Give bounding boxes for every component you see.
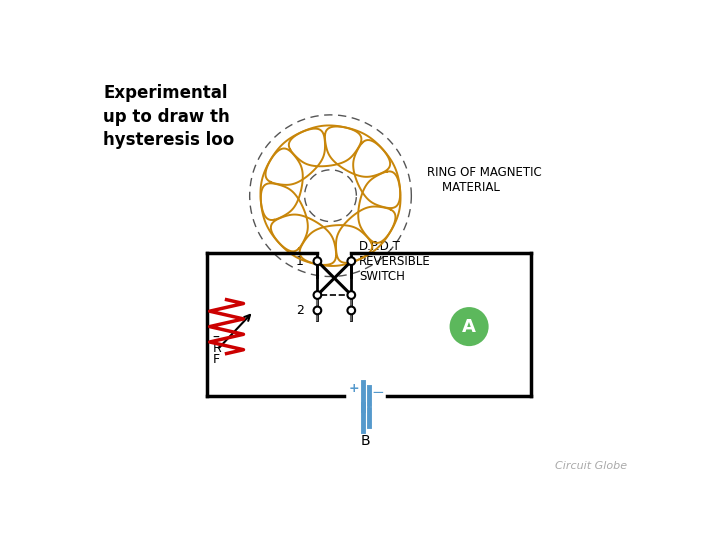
Text: +: + — [349, 382, 360, 395]
Circle shape — [314, 307, 321, 314]
Text: Circuit Globe: Circuit Globe — [555, 461, 627, 471]
Circle shape — [451, 308, 487, 345]
Text: R: R — [212, 342, 222, 355]
Text: 2: 2 — [296, 304, 304, 317]
Circle shape — [348, 257, 355, 265]
Text: 1: 1 — [296, 255, 304, 268]
Text: −: − — [371, 384, 384, 400]
Text: F: F — [212, 353, 220, 366]
Text: Experimental
up to draw th
hysteresis loo: Experimental up to draw th hysteresis lo… — [104, 84, 235, 149]
Circle shape — [348, 291, 355, 299]
Circle shape — [314, 257, 321, 265]
Circle shape — [314, 291, 321, 299]
Text: –: – — [212, 331, 220, 345]
Text: D.P.D.T
REVERSIBLE
SWITCH: D.P.D.T REVERSIBLE SWITCH — [359, 240, 431, 282]
Circle shape — [348, 307, 355, 314]
Text: B: B — [361, 434, 371, 448]
Text: A: A — [462, 318, 476, 335]
Text: RING OF MAGNETIC
    MATERIAL: RING OF MAGNETIC MATERIAL — [427, 166, 541, 194]
